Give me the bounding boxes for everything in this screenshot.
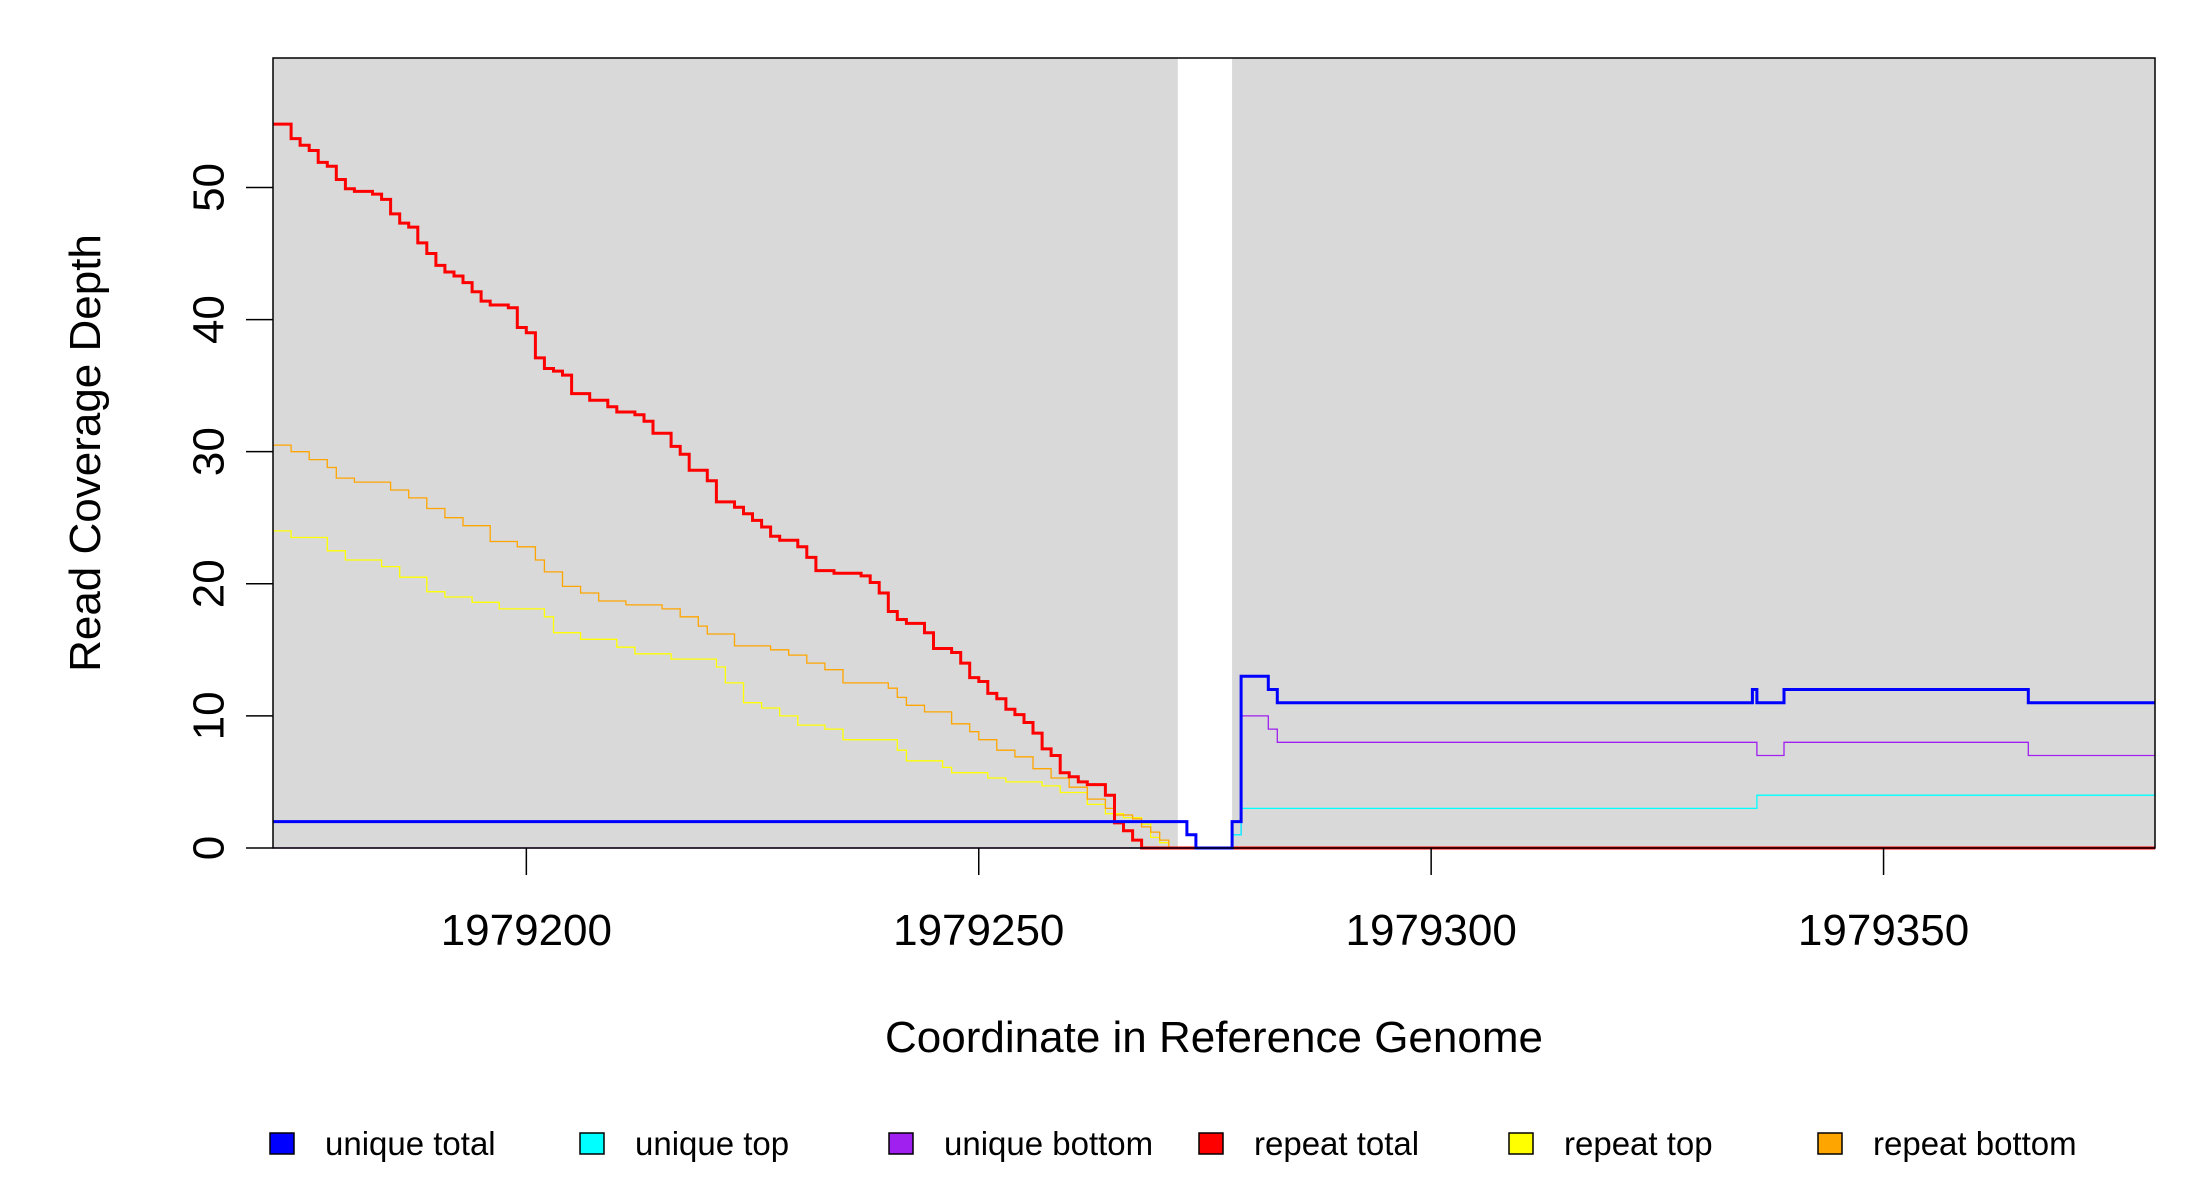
y-axis: 0 10 20 30 40 50 [184, 163, 273, 860]
y-axis-title: Read Coverage Depth [61, 234, 110, 672]
series-unique-total [273, 674, 2155, 850]
legend-swatch [888, 1132, 914, 1155]
y-tick-label: 50 [184, 163, 233, 212]
series-repeat-bottom [273, 444, 2155, 849]
series-repeat-total [273, 122, 2155, 850]
legend-label: unique bottom [944, 1125, 1153, 1162]
gap-region [1177, 58, 1233, 848]
y-tick-label: 30 [184, 427, 233, 476]
legend-item-repeat-top: repeat top [1508, 1125, 1713, 1162]
legend: unique total unique top unique bottom repea… [269, 1125, 2077, 1162]
legend-swatch [579, 1132, 605, 1155]
x-tick-label: 1979200 [441, 906, 612, 955]
legend-swatch [269, 1132, 295, 1155]
x-axis-title: Coordinate in Reference Genome [885, 1013, 1543, 1062]
y-tick-label: 0 [184, 836, 233, 860]
legend-label: repeat total [1254, 1125, 1419, 1162]
legend-item-repeat-bottom: repeat bottom [1817, 1125, 2077, 1162]
legend-item-unique-top: unique top [579, 1125, 789, 1162]
series-layer [273, 122, 2155, 850]
x-tick-label: 1979300 [1346, 906, 1517, 955]
legend-swatch [1508, 1132, 1534, 1155]
legend-item-unique-total: unique total [269, 1125, 496, 1162]
plot-frame [272, 57, 2156, 849]
legend-swatch [1198, 1132, 1224, 1155]
legend-label: repeat bottom [1873, 1125, 2077, 1162]
legend-item-repeat-total: repeat total [1198, 1125, 1419, 1162]
y-tick-label: 10 [184, 691, 233, 740]
legend-item-unique-bottom: unique bottom [888, 1125, 1153, 1162]
series-repeat-top [273, 530, 2155, 849]
x-axis: 1979200 1979250 1979300 1979350 [441, 848, 1969, 955]
legend-swatch [1817, 1132, 1843, 1155]
x-tick-label: 1979250 [893, 906, 1064, 955]
legend-label: unique top [635, 1125, 789, 1162]
legend-label: unique total [325, 1125, 496, 1162]
y-tick-label: 20 [184, 559, 233, 608]
legend-label: repeat top [1564, 1125, 1713, 1162]
x-tick-label: 1979350 [1798, 906, 1969, 955]
y-tick-label: 40 [184, 295, 233, 344]
